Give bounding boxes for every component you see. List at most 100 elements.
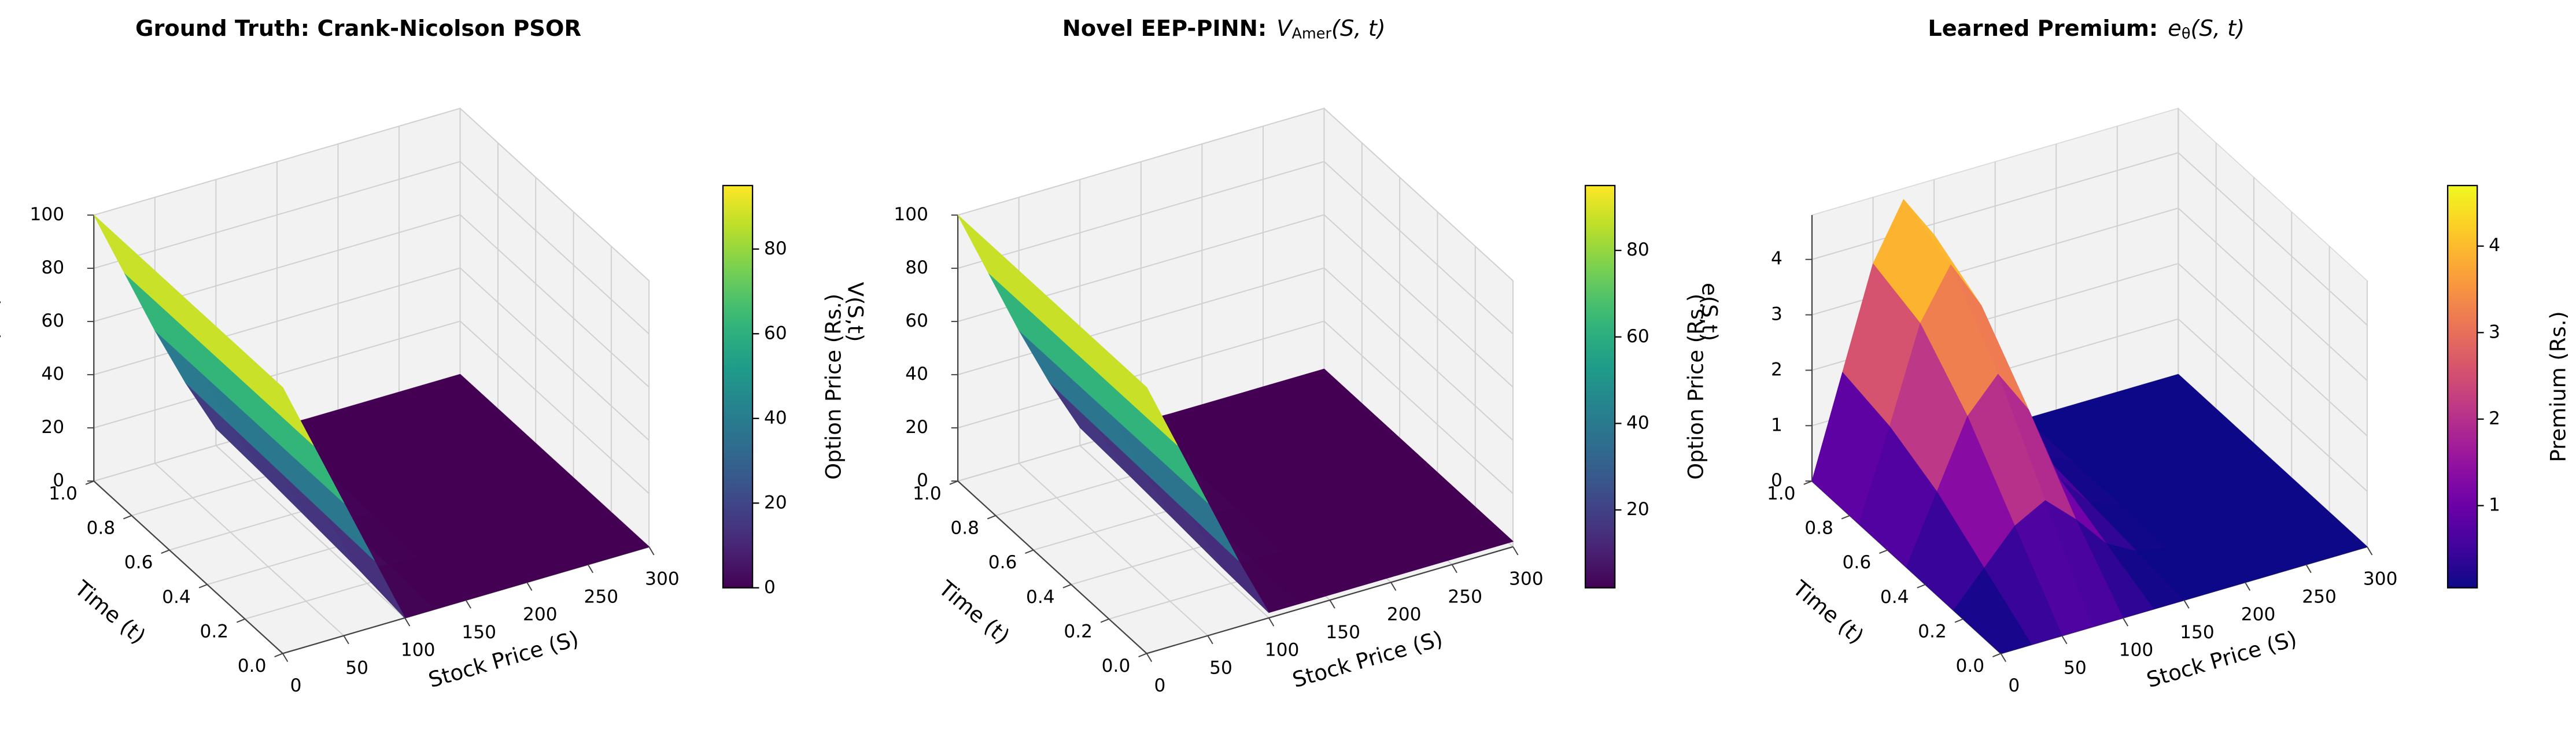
x-tick-label: 100 xyxy=(401,640,436,661)
x-tick xyxy=(2061,635,2068,645)
z-tick-label: 0 xyxy=(1771,470,1782,491)
y-tick xyxy=(236,618,245,623)
x-tick xyxy=(465,600,471,609)
grid-line xyxy=(215,445,405,619)
y-tick xyxy=(1992,653,2001,657)
x-tick xyxy=(2000,653,2006,663)
x-tick xyxy=(1268,617,1275,627)
x-tick xyxy=(282,653,289,663)
z-tick-label: 20 xyxy=(905,417,928,438)
z-tick-label: 60 xyxy=(905,310,928,331)
y-tick xyxy=(1954,618,1964,623)
y-tick-label: 0.0 xyxy=(1956,656,1985,676)
z-tick-label: 0 xyxy=(53,470,64,491)
y-tick-label: 1.0 xyxy=(1767,483,1796,504)
colorbar xyxy=(722,184,754,589)
x-tick-label: 250 xyxy=(2302,586,2337,607)
z-tick-label: 4 xyxy=(1771,249,1782,269)
grid-line xyxy=(1811,152,2179,260)
x-tick-label: 250 xyxy=(1448,586,1482,607)
grid-line xyxy=(93,320,460,429)
surface-cell xyxy=(235,344,314,446)
x-tick-label: 200 xyxy=(523,604,558,625)
x-axis-label: Stock Price (S) xyxy=(1290,626,1445,693)
z-tick-label: 0 xyxy=(917,470,928,491)
y-tick-label: 0.4 xyxy=(1880,587,1909,608)
x-tick-label: 300 xyxy=(2363,569,2398,590)
x-axis-label: Stock Price (S) xyxy=(2144,626,2300,693)
grid-line xyxy=(2178,208,2368,381)
x-tick xyxy=(526,582,533,591)
y-tick xyxy=(161,549,170,554)
x-tick xyxy=(2122,617,2129,627)
y-tick-label: 0.0 xyxy=(1102,656,1131,676)
title-math: V xyxy=(1276,16,1293,42)
z-tick-label: 80 xyxy=(41,257,64,278)
x-tick xyxy=(2367,546,2373,556)
colorbar xyxy=(1584,184,1616,589)
x-tick xyxy=(343,635,349,645)
y-axis-label: Time (t) xyxy=(1788,575,1869,649)
y-tick xyxy=(198,584,208,589)
y-tick-label: 1.0 xyxy=(913,483,942,504)
grid-line xyxy=(2178,152,2368,326)
x-tick-label: 100 xyxy=(1265,640,1300,661)
grid-line xyxy=(459,108,649,282)
z-tick-label: 100 xyxy=(30,204,65,225)
y-tick-label: 0.8 xyxy=(1804,518,1833,539)
y-tick xyxy=(987,515,996,520)
x-tick-label: 0 xyxy=(290,675,302,696)
z-tick-label: 20 xyxy=(41,417,64,438)
grid-line xyxy=(957,161,1324,269)
x-tick xyxy=(587,564,594,573)
x-tick-label: 150 xyxy=(462,622,496,643)
colorbar xyxy=(2446,184,2478,589)
y-tick-label: 0.2 xyxy=(1064,621,1093,642)
grid-line xyxy=(459,161,649,335)
y-tick xyxy=(274,653,283,657)
x-tick xyxy=(648,546,655,556)
surface-cell xyxy=(1099,344,1178,446)
colorbar-tick-label: 20 xyxy=(764,492,787,513)
z-axis-label: V(S,t) xyxy=(0,282,4,342)
x-tick-label: 300 xyxy=(645,569,680,590)
axis-line xyxy=(93,480,283,654)
z-axis-label: V(S,t) xyxy=(843,282,868,342)
y-tick xyxy=(1062,584,1072,589)
colorbar-tick-label: 3 xyxy=(2489,321,2500,342)
grid-line xyxy=(1079,445,1269,619)
grid-line xyxy=(2178,318,2368,492)
x-tick-label: 200 xyxy=(2241,604,2276,625)
x-tick-label: 150 xyxy=(2180,622,2215,643)
axis-line xyxy=(957,480,1147,654)
y-tick-label: 0.0 xyxy=(238,656,267,676)
x-tick xyxy=(2183,600,2190,609)
x-tick-label: 300 xyxy=(1509,569,1544,590)
grid-line xyxy=(93,267,460,376)
x-axis-label: Stock Price (S) xyxy=(426,626,581,693)
colorbar-tick-label: 2 xyxy=(2489,408,2500,429)
y-tick-label: 0.4 xyxy=(1026,587,1055,608)
y-tick-label: 0.2 xyxy=(200,621,228,642)
z-tick-label: 60 xyxy=(41,310,64,331)
y-axis-label: Time (t) xyxy=(69,575,150,649)
x-tick-label: 150 xyxy=(1326,622,1360,643)
x-tick-label: 50 xyxy=(345,657,368,678)
x-tick-label: 50 xyxy=(1209,657,1232,678)
grid-line xyxy=(1323,320,1514,494)
colorbar-tick-label: 60 xyxy=(764,323,787,343)
z-tick-label: 3 xyxy=(1771,304,1782,325)
y-tick xyxy=(1100,618,1109,623)
colorbar-label: Option Price (Rs.) xyxy=(821,294,846,480)
surface-cell xyxy=(1953,568,2032,654)
colorbar-tick-label: 0 xyxy=(764,577,776,598)
y-tick xyxy=(1879,549,1888,554)
x-tick xyxy=(1329,600,1335,609)
x-tick xyxy=(2244,582,2251,591)
title-math: e xyxy=(2168,16,2182,42)
chart-title: Learned Premium: eθ(S, t) xyxy=(1928,16,2245,43)
x-tick xyxy=(1512,546,1519,556)
y-tick-label: 0.6 xyxy=(1843,552,1872,573)
colorbar-tick-label: 80 xyxy=(764,238,787,259)
y-tick-label: 0.2 xyxy=(1918,621,1947,642)
